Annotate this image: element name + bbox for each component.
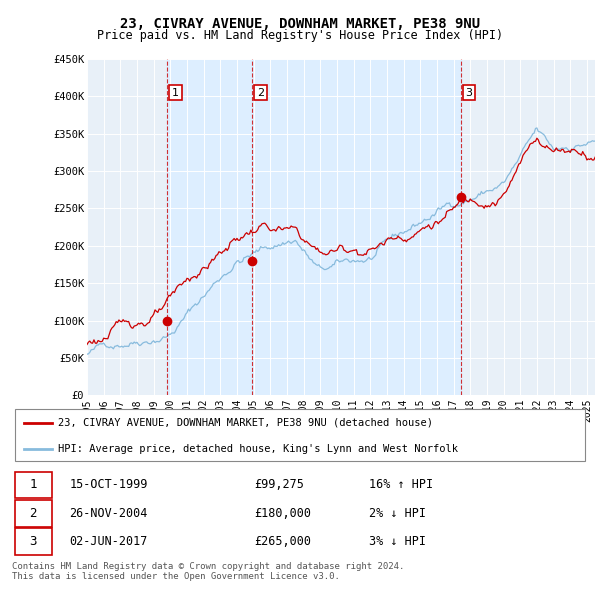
Text: Contains HM Land Registry data © Crown copyright and database right 2024.
This d: Contains HM Land Registry data © Crown c… — [12, 562, 404, 581]
FancyBboxPatch shape — [15, 529, 52, 555]
Text: 1: 1 — [172, 88, 179, 97]
Text: 02-JUN-2017: 02-JUN-2017 — [70, 535, 148, 548]
FancyBboxPatch shape — [15, 409, 585, 461]
Text: 16% ↑ HPI: 16% ↑ HPI — [369, 478, 433, 491]
Text: 23, CIVRAY AVENUE, DOWNHAM MARKET, PE38 9NU: 23, CIVRAY AVENUE, DOWNHAM MARKET, PE38 … — [120, 17, 480, 31]
FancyBboxPatch shape — [15, 500, 52, 526]
Text: HPI: Average price, detached house, King's Lynn and West Norfolk: HPI: Average price, detached house, King… — [58, 444, 458, 454]
Text: 3: 3 — [466, 88, 473, 97]
Text: 2: 2 — [257, 88, 264, 97]
Text: 23, CIVRAY AVENUE, DOWNHAM MARKET, PE38 9NU (detached house): 23, CIVRAY AVENUE, DOWNHAM MARKET, PE38 … — [58, 418, 433, 428]
Text: 2: 2 — [29, 507, 37, 520]
Text: 1: 1 — [29, 478, 37, 491]
Text: 3: 3 — [29, 535, 37, 548]
Text: 2% ↓ HPI: 2% ↓ HPI — [369, 507, 426, 520]
Text: £99,275: £99,275 — [254, 478, 304, 491]
Bar — [167, 59, 461, 395]
Text: 26-NOV-2004: 26-NOV-2004 — [70, 507, 148, 520]
Text: 3% ↓ HPI: 3% ↓ HPI — [369, 535, 426, 548]
FancyBboxPatch shape — [15, 472, 52, 498]
Text: Price paid vs. HM Land Registry's House Price Index (HPI): Price paid vs. HM Land Registry's House … — [97, 30, 503, 42]
Text: 15-OCT-1999: 15-OCT-1999 — [70, 478, 148, 491]
Text: £180,000: £180,000 — [254, 507, 311, 520]
Text: £265,000: £265,000 — [254, 535, 311, 548]
